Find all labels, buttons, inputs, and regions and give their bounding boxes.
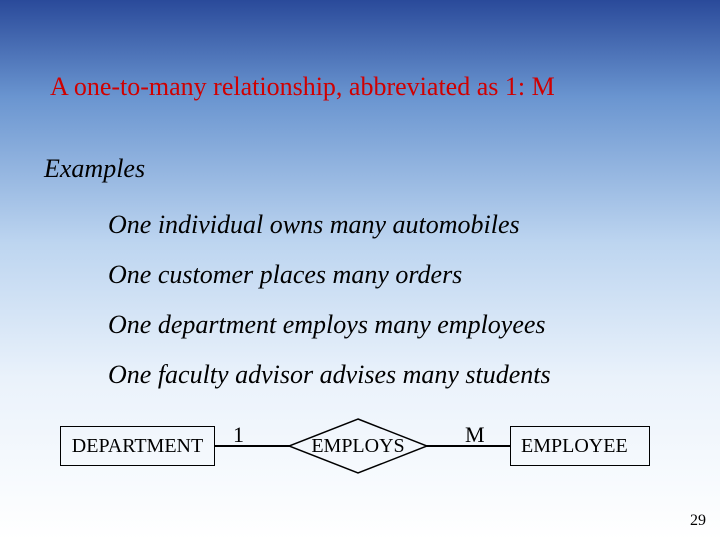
- entity-left: DEPARTMENT: [60, 426, 215, 466]
- slide-title: A one-to-many relationship, abbreviated …: [50, 72, 555, 102]
- examples-heading: Examples: [44, 154, 145, 184]
- er-diagram: DEPARTMENT 1 EMPLOYS M EMPLOYEE: [60, 418, 660, 478]
- example-item: One faculty advisor advises many student…: [108, 360, 551, 390]
- cardinality-right: M: [465, 422, 485, 448]
- connector-line: [215, 445, 291, 447]
- cardinality-left: 1: [233, 422, 244, 448]
- relationship-label: EMPLOYS: [288, 418, 428, 474]
- example-item: One individual owns many automobiles: [108, 210, 520, 240]
- example-item: One customer places many orders: [108, 260, 462, 290]
- relationship-diamond: EMPLOYS: [288, 418, 428, 474]
- page-number: 29: [690, 512, 706, 530]
- example-item: One department employs many employees: [108, 310, 546, 340]
- entity-right: EMPLOYEE: [510, 426, 650, 466]
